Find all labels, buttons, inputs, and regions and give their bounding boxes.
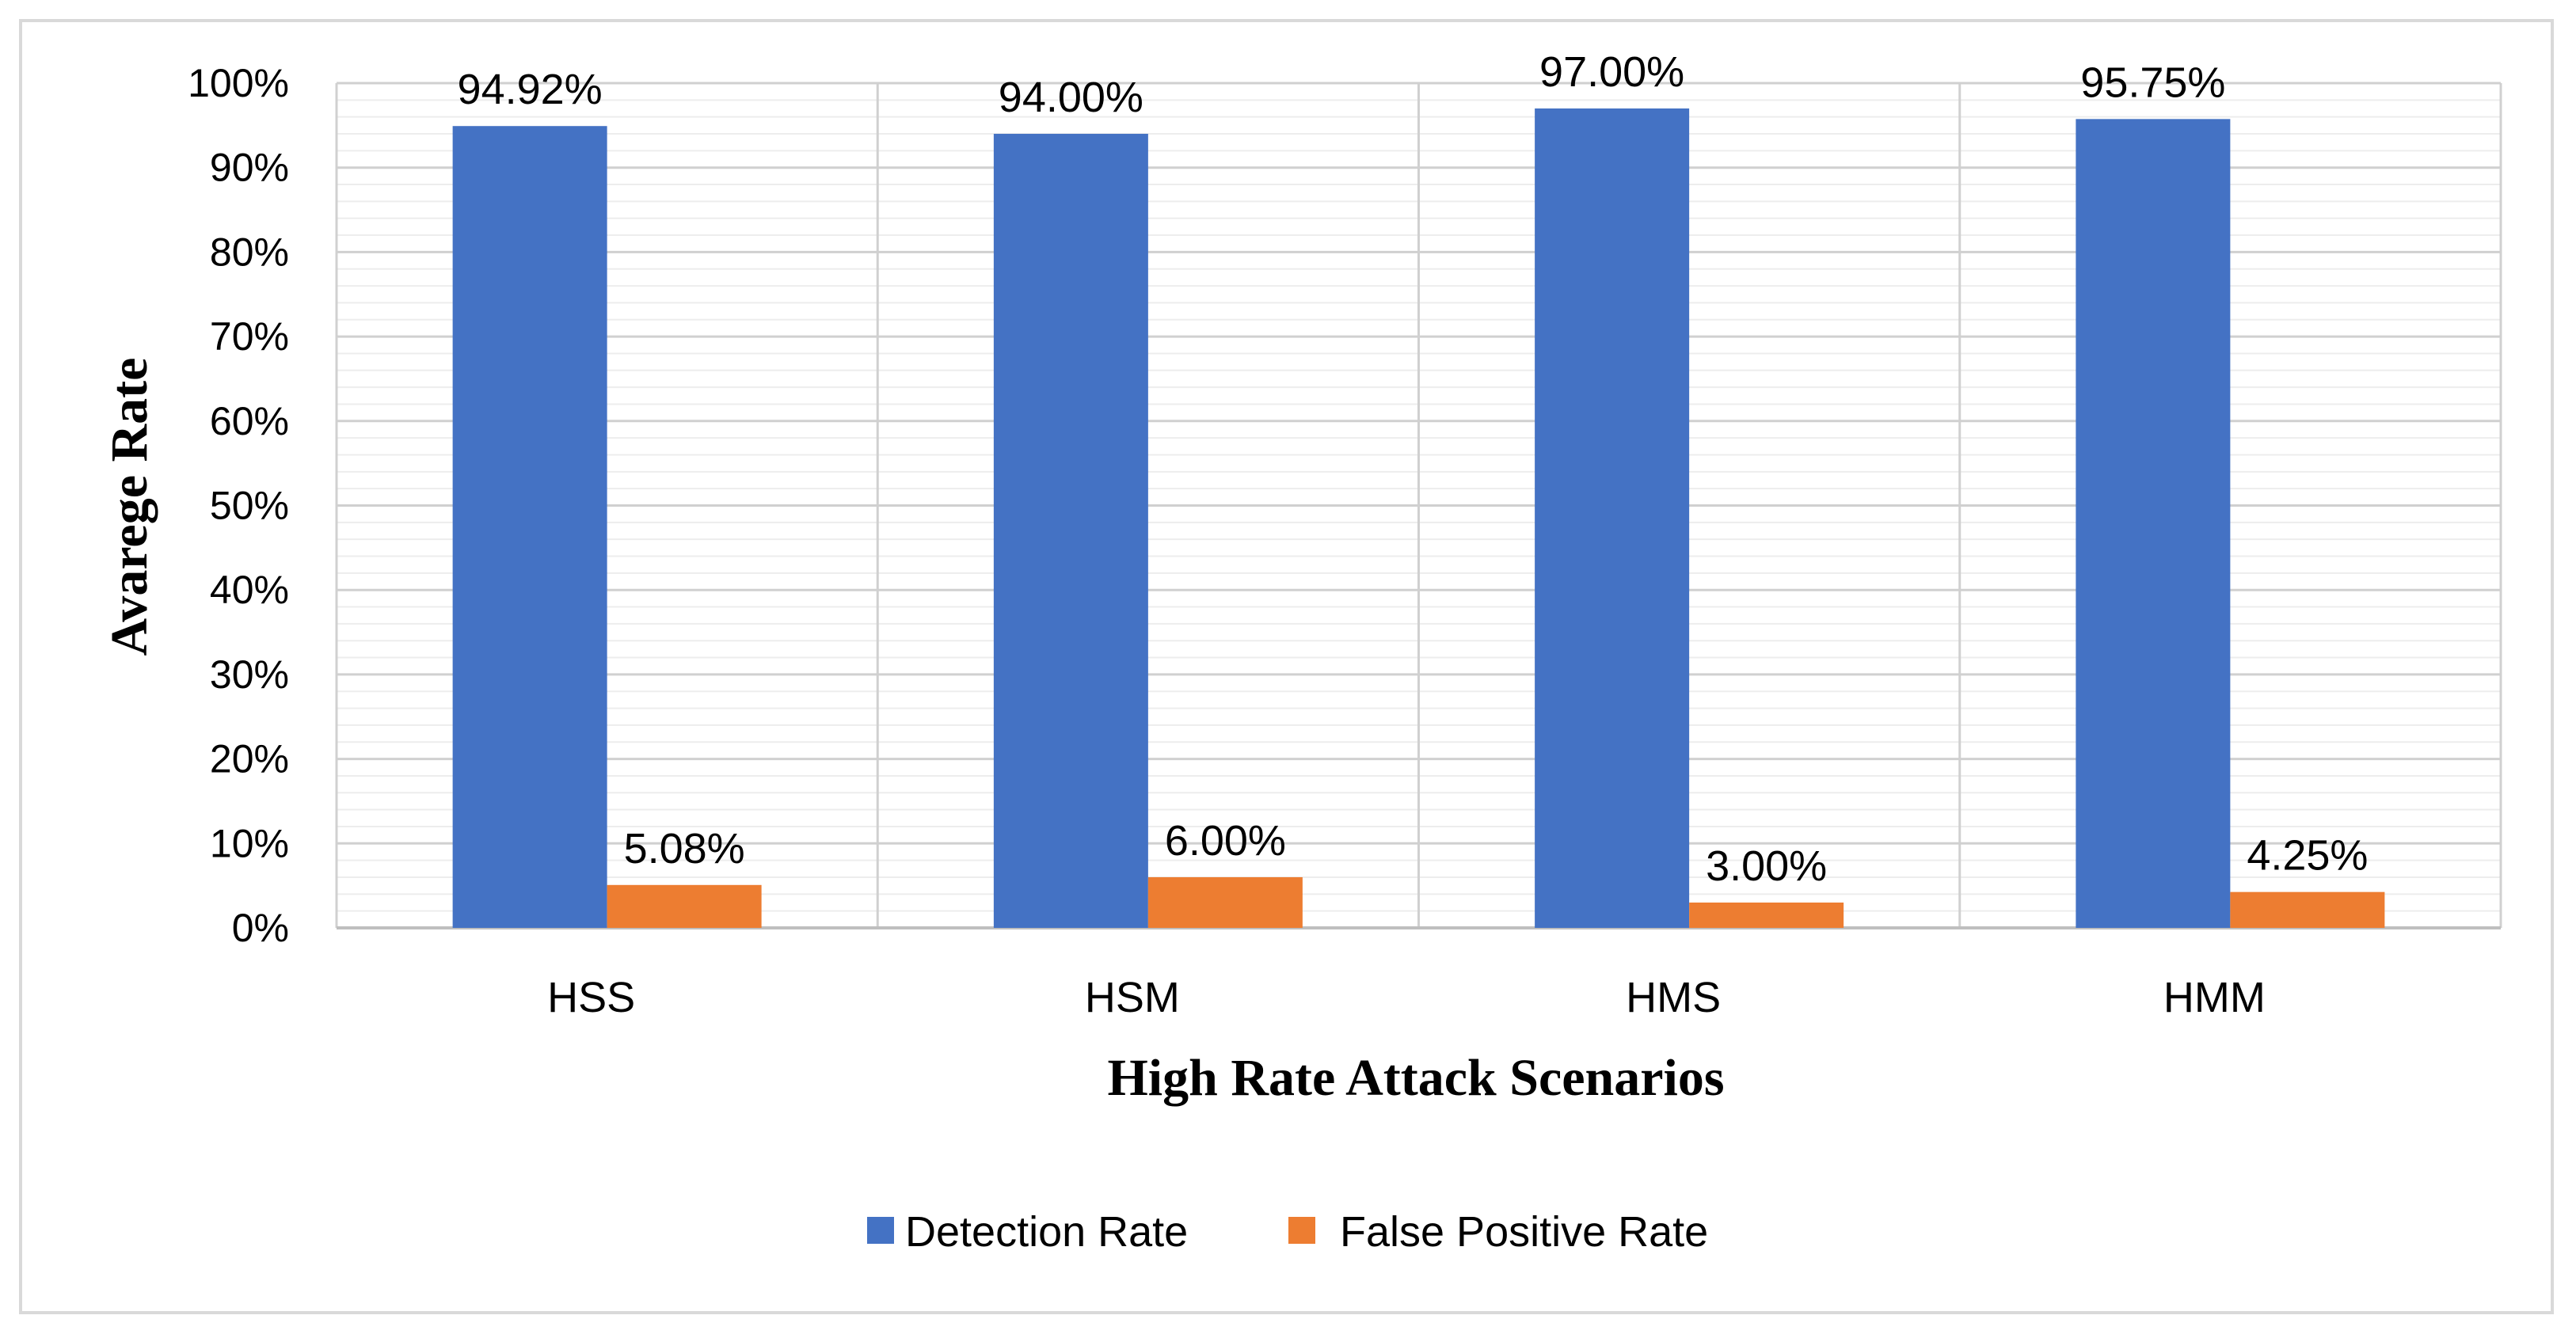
y-tick-label: 100%	[188, 61, 289, 105]
bar-false-positive-rate-hsm	[1147, 876, 1303, 928]
legend-label-detection-rate: Detection Rate	[905, 1208, 1188, 1256]
y-tick-label: 80%	[210, 230, 289, 274]
y-tick-label: 10%	[210, 821, 289, 865]
bar-detection-rate-hsm	[993, 134, 1148, 928]
y-tick-label: 70%	[210, 314, 289, 359]
data-label-detection-rate-hsm: 94.00%	[999, 74, 1143, 121]
x-tick-label-hms: HMS	[1626, 974, 1721, 1021]
bar-false-positive-rate-hss	[607, 884, 762, 928]
y-tick-label: 0%	[232, 906, 289, 950]
labels-layer: 0% 10% 20% 30% 40% 50% 60% 70% 80% 90% 100% 94.92% 5…	[188, 48, 2368, 1021]
x-tick-label-hsm: HSM	[1085, 974, 1180, 1021]
y-tick-label: 40%	[210, 568, 289, 612]
legend-label-false-positive-rate: False Positive Rate	[1340, 1208, 1708, 1256]
legend-swatch-detection-rate	[867, 1217, 894, 1244]
data-label-false-positive-rate-hsm: 6.00%	[1165, 817, 1286, 865]
y-tick-label: 30%	[210, 652, 289, 697]
x-axis-title: High Rate Attack Scenarios	[1107, 1049, 1724, 1107]
x-tick-label-hmm: HMM	[2163, 974, 2266, 1021]
y-tick-label: 20%	[210, 737, 289, 781]
bar-false-positive-rate-hmm	[2230, 891, 2385, 928]
bar-detection-rate-hmm	[2076, 119, 2231, 928]
legend: Detection Rate False Positive Rate	[867, 1208, 1708, 1256]
bar-detection-rate-hms	[1535, 108, 1690, 928]
data-label-false-positive-rate-hmm: 4.25%	[2247, 832, 2368, 880]
y-tick-label: 60%	[210, 399, 289, 443]
data-label-false-positive-rate-hss: 5.08%	[624, 825, 745, 872]
y-axis-title: Avarege Rate	[101, 358, 158, 656]
bars-layer	[452, 108, 2385, 928]
data-label-false-positive-rate-hms: 3.00%	[1706, 842, 1827, 890]
data-label-detection-rate-hmm: 95.75%	[2080, 59, 2225, 106]
bar-false-positive-rate-hms	[1689, 902, 1844, 928]
x-tick-label-hss: HSS	[547, 974, 635, 1021]
chart-frame	[19, 19, 2554, 1314]
data-label-detection-rate-hms: 97.00%	[1539, 48, 1684, 96]
data-label-detection-rate-hss: 94.92%	[458, 66, 603, 113]
y-tick-label: 90%	[210, 146, 289, 190]
bar-detection-rate-hss	[452, 126, 607, 928]
y-tick-label: 50%	[210, 484, 289, 528]
legend-swatch-false-positive-rate	[1288, 1217, 1315, 1244]
